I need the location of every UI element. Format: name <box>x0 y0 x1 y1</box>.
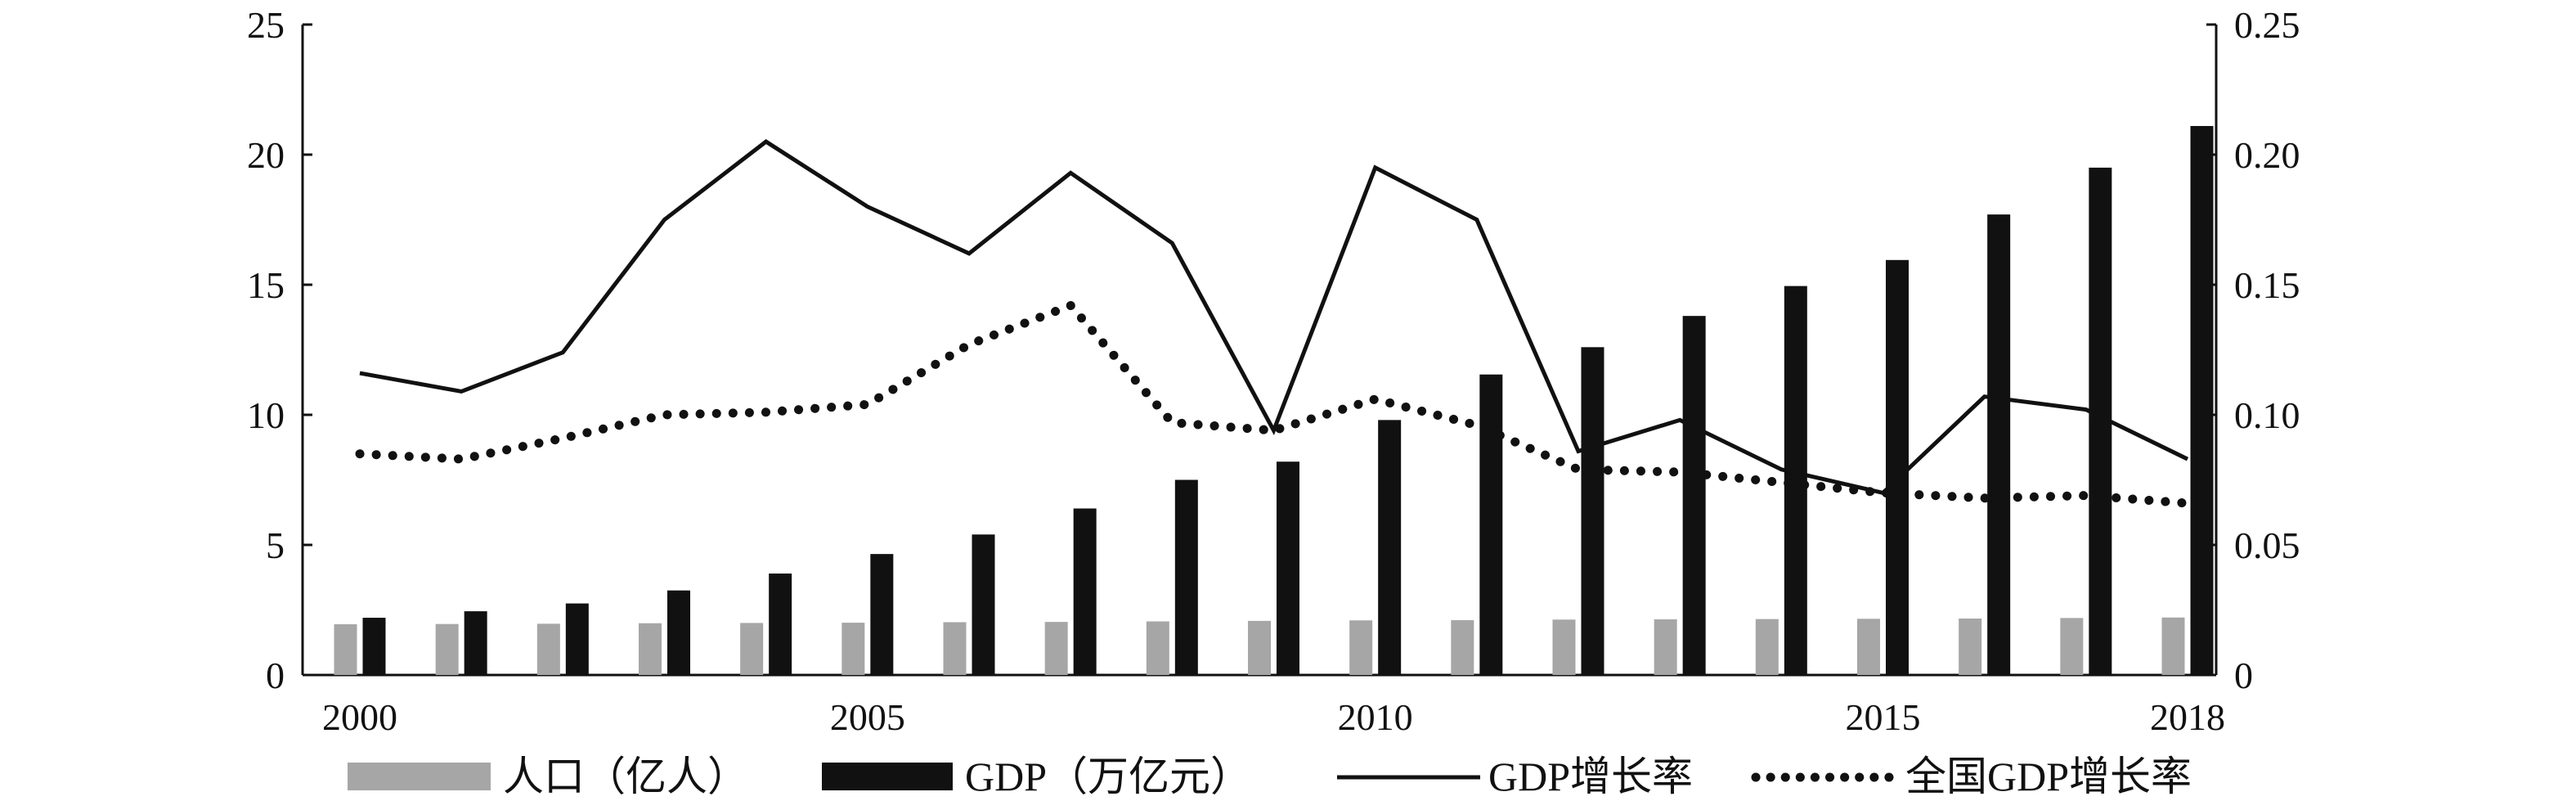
gdp-bar <box>1378 420 1402 675</box>
population-bar <box>1146 621 1169 675</box>
population-bar <box>841 623 865 675</box>
population-bar <box>1654 619 1677 675</box>
population-bar <box>1857 619 1880 675</box>
legend-label-gdp-growth: GDP增长率 <box>1488 754 1693 799</box>
x-tick-label: 2018 <box>2150 696 2225 738</box>
gdp-bar <box>769 573 792 675</box>
left-y-ticks: 0 5 10 15 20 25 <box>247 4 312 696</box>
left-y-tick-label: 15 <box>247 264 285 306</box>
gdp-bar <box>2190 126 2214 675</box>
right-y-tick-label: 0.05 <box>2234 524 2300 566</box>
population-bar <box>1248 620 1271 675</box>
gdp-bar <box>1886 259 1909 675</box>
x-tick-label: 2010 <box>1338 696 1413 738</box>
population-bar <box>334 623 357 675</box>
gdp-bar <box>972 534 995 675</box>
population-bar <box>1959 618 1982 675</box>
legend-label-population: 人口（亿人） <box>503 754 748 799</box>
x-tick-label: 2005 <box>830 696 905 738</box>
gdp-bar <box>565 603 589 675</box>
x-tick-label: 2000 <box>322 696 397 738</box>
right-y-tick-label: 0.25 <box>2234 4 2300 46</box>
left-y-tick-label: 25 <box>247 4 285 46</box>
gdp-bar <box>870 554 894 675</box>
population-bar <box>943 622 967 675</box>
gdp-bar <box>464 611 487 675</box>
left-y-tick-label: 0 <box>266 655 285 696</box>
gdp-growth-line <box>359 139 2189 496</box>
gdp-bar <box>1479 374 1503 675</box>
right-y-tick-label: 0.20 <box>2234 134 2300 176</box>
population-bar <box>1552 619 1576 675</box>
right-y-tick-label: 0 <box>2234 655 2253 696</box>
legend-label-national-gdp-growth: 全国GDP增长率 <box>1905 754 2192 799</box>
gdp-bar <box>1581 347 1604 675</box>
right-y-ticks: 0 0.05 0.10 0.15 0.20 0.25 <box>2206 4 2300 696</box>
gdp-bar <box>1682 316 1706 675</box>
population-bar <box>1349 620 1373 675</box>
legend: 人口（亿人） GDP（万亿元） GDP增长率 全国GDP增长率 <box>348 754 2192 799</box>
population-bar <box>1044 622 1068 675</box>
population-bar <box>435 623 459 675</box>
x-ticks: 2000 2005 2010 2015 2018 <box>322 696 2225 738</box>
left-y-tick-label: 20 <box>247 134 285 176</box>
population-bar <box>740 623 764 675</box>
population-bar <box>1755 619 1779 675</box>
right-y-tick-label: 0.15 <box>2234 264 2300 306</box>
gdp-bar <box>667 590 690 675</box>
legend-swatch-gdp <box>822 763 953 790</box>
national-gdp-growth-line <box>355 300 2192 508</box>
gdp-bar <box>1073 508 1097 675</box>
gdp-bar <box>1987 214 2011 675</box>
legend-label-gdp: GDP（万亿元） <box>965 754 1251 799</box>
gdp-bar <box>1277 461 1299 675</box>
x-tick-label: 2015 <box>1846 696 1921 738</box>
population-bar <box>2161 617 2185 675</box>
left-y-tick-label: 10 <box>247 394 285 436</box>
population-bar <box>2060 618 2084 675</box>
gdp-bar <box>362 618 386 675</box>
gdp-bar <box>1174 479 1198 675</box>
lines <box>355 139 2192 508</box>
left-y-tick-label: 5 <box>266 524 285 566</box>
population-bar <box>639 623 662 675</box>
bars <box>334 126 2214 675</box>
legend-swatch-population <box>348 763 491 790</box>
right-y-tick-label: 0.10 <box>2234 394 2300 436</box>
population-bar <box>1451 619 1474 675</box>
population-bar <box>536 623 560 675</box>
